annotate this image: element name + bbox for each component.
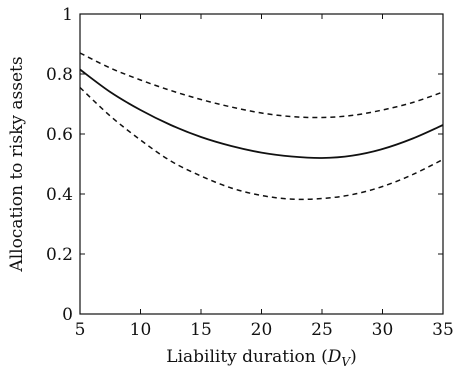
x-tick-label: 35 xyxy=(432,320,454,340)
y-tick-label: 0.8 xyxy=(46,65,73,85)
x-tick-label: 15 xyxy=(190,320,212,340)
y-tick-label: 0.6 xyxy=(46,125,73,145)
x-axis-label-symbol: D xyxy=(327,347,342,367)
plot-frame xyxy=(79,13,444,315)
y-tick-label: 0 xyxy=(62,305,73,325)
y-tick-label: 0.4 xyxy=(46,185,73,205)
x-tick-label: 5 xyxy=(75,320,86,340)
x-tick-label: 10 xyxy=(130,320,152,340)
x-tick-label: 20 xyxy=(251,320,273,340)
series-line-dashed-2 xyxy=(79,86,444,201)
x-tick-label: 30 xyxy=(372,320,394,340)
ticks-layer: 5 10 15 20 25 30 35 0 0.2 0.4 0.6 0.8 1 xyxy=(46,5,454,340)
y-tick-label: 1 xyxy=(62,5,73,25)
series-line-dashed-0 xyxy=(79,52,444,119)
y-axis-label: Allocation to risky assets xyxy=(7,56,27,272)
series-line-solid xyxy=(79,68,444,159)
y-tick-label: 0.2 xyxy=(46,245,73,265)
x-axis-label-close: ) xyxy=(350,347,357,367)
x-axis-label-text: Liability duration ( xyxy=(166,347,327,367)
x-axis-label: Liability duration (DV) xyxy=(166,347,356,369)
x-axis-label-subscript: V xyxy=(341,355,351,369)
series-layer xyxy=(79,52,444,201)
x-tick-label: 25 xyxy=(311,320,333,340)
